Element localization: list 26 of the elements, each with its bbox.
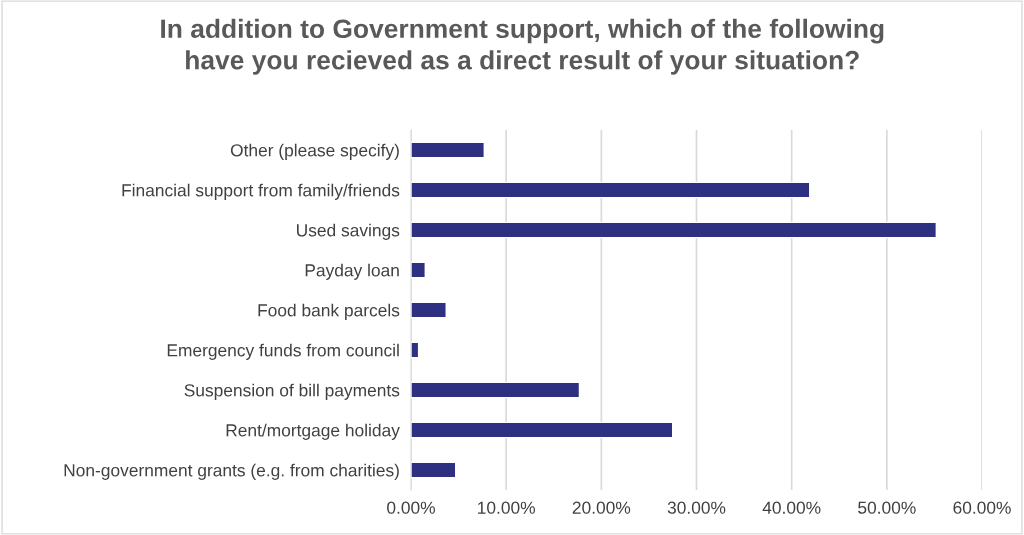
y-tick-label: Rent/mortgage holiday xyxy=(226,423,400,440)
x-tick-label: 50.00% xyxy=(858,501,916,514)
y-tick-label: Financial support from family/friends xyxy=(122,183,400,200)
bar xyxy=(411,341,420,359)
y-tick-label: Other (please specify) xyxy=(230,143,399,160)
bar xyxy=(411,301,447,319)
bar xyxy=(411,221,938,239)
bar xyxy=(411,181,811,199)
x-tick-label: 30.00% xyxy=(667,501,726,514)
bar xyxy=(411,141,485,159)
y-tick-label: Suspension of bill payments xyxy=(184,383,400,400)
bar xyxy=(411,421,674,439)
bar xyxy=(411,261,426,279)
x-tick-label: 40.00% xyxy=(762,501,821,514)
y-tick-label: Payday loan xyxy=(305,263,399,280)
x-tick-label: 0.00% xyxy=(387,501,435,514)
chart-title: In addition to Government support, which of the following have you recieved as a direct result of your situation? xyxy=(161,18,884,75)
bar xyxy=(411,381,581,399)
x-tick-label: 20.00% xyxy=(572,501,631,514)
y-tick-label: Emergency funds from council xyxy=(167,343,399,360)
y-tick-label: Non-government grants (e.g. from charities) xyxy=(64,463,399,480)
bar xyxy=(411,461,457,479)
y-tick-label: Used savings xyxy=(297,223,400,240)
x-tick-label: 60.00% xyxy=(953,501,1011,514)
x-tick-label: 10.00% xyxy=(478,501,535,514)
y-tick-label: Food bank parcels xyxy=(258,303,400,320)
